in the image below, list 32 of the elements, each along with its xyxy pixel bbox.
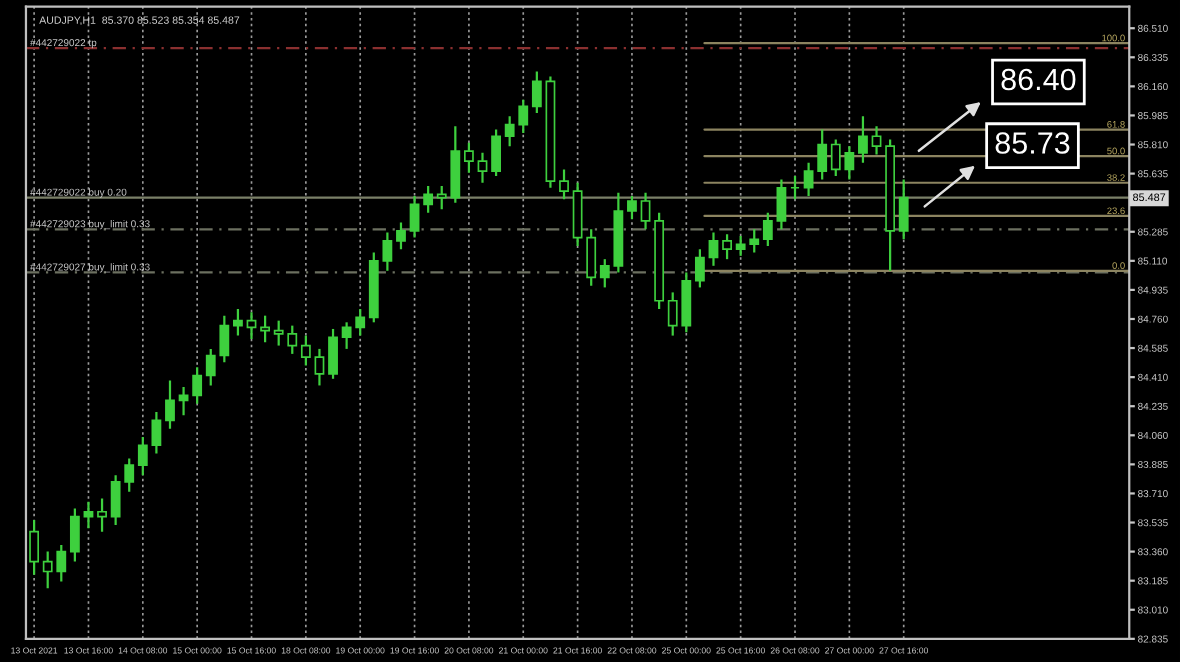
candlestick [97,497,107,533]
candlestick [409,194,420,239]
candlestick [640,191,651,231]
candlestick [423,184,434,214]
candlestick [165,379,175,430]
candlestick [858,115,868,164]
candlestick [722,233,732,261]
candlestick [233,307,243,337]
candlestick [396,221,406,251]
candlestick [559,168,569,201]
candlestick [694,248,705,289]
candlestick [69,507,80,563]
candlestick [300,334,311,367]
candlestick [328,327,338,380]
candlestick [192,366,203,405]
candlestick [246,311,257,341]
candlestick [83,500,94,530]
annotation: 85.73 [995,132,1070,154]
candlestick [627,194,637,221]
candlestick [260,314,271,344]
candlestick [708,231,719,267]
annotation: 86.40 [1001,68,1076,91]
candlestick [491,128,501,178]
candlestick [29,518,40,576]
candlestick [898,178,909,241]
candlestick [477,151,488,184]
candlestick [314,347,325,387]
candlestick [531,70,542,115]
candlestick [871,125,882,156]
candlestick [463,141,474,174]
candlestick [762,211,773,247]
candlestick [776,178,787,231]
